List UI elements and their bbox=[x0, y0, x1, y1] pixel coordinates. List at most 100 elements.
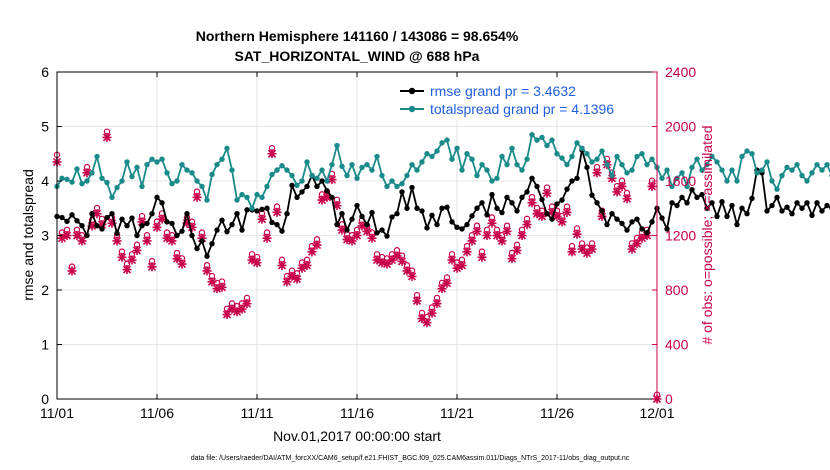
totalspread-point bbox=[504, 161, 510, 168]
rmse-point bbox=[479, 200, 485, 206]
x-tick-label: 11/16 bbox=[340, 405, 374, 421]
obs-assimilated-marker bbox=[87, 221, 97, 231]
rmse-point bbox=[549, 216, 555, 222]
rmse-point bbox=[344, 227, 350, 233]
y-tick-label-right: 1200 bbox=[665, 228, 696, 244]
obs-assimilated-glyph bbox=[562, 207, 572, 217]
rmse-point bbox=[589, 192, 595, 198]
totalspread-point bbox=[564, 161, 570, 168]
totalspread-point bbox=[119, 178, 125, 184]
rmse-point bbox=[729, 202, 735, 209]
obs-assimilated-glyph bbox=[522, 220, 532, 230]
axes: 11/01 11/06 11/11 11/16 11/21 11/26 12/0101234… bbox=[40, 64, 696, 421]
chart-subtitle: SAT_HORIZONTAL_WIND @ 688 hPa bbox=[235, 48, 480, 64]
y-tick-label-right: 0 bbox=[665, 391, 673, 407]
rmse-point bbox=[94, 222, 100, 229]
y-tick-label-left: 6 bbox=[41, 64, 49, 80]
obs-assimilated-marker bbox=[72, 231, 82, 240]
x-tick-label: 11/06 bbox=[140, 405, 174, 421]
obs-assimilated-marker bbox=[487, 218, 497, 228]
totalspread-point bbox=[369, 167, 375, 173]
rmse-point bbox=[439, 205, 445, 211]
x-tick-label: 11/26 bbox=[540, 405, 574, 421]
obs-assimilated-glyph bbox=[262, 233, 272, 243]
obs-assimilated-marker bbox=[102, 132, 112, 142]
y-tick-label-left: 4 bbox=[41, 173, 49, 189]
totalspread-point bbox=[209, 171, 215, 178]
y-tick-label-right: 2000 bbox=[665, 119, 696, 135]
obs-assimilated-glyph bbox=[627, 244, 637, 254]
rmse-point bbox=[434, 221, 440, 228]
obs-assimilated-marker bbox=[607, 173, 617, 183]
obs-assimilated-glyph bbox=[282, 277, 292, 287]
rmse-point bbox=[199, 238, 205, 244]
rmse-point bbox=[534, 183, 540, 190]
obs-assimilated-marker bbox=[57, 233, 67, 243]
totalspread-point bbox=[164, 170, 170, 176]
obs-assimilated-marker bbox=[477, 252, 487, 262]
obs-assimilated-marker bbox=[387, 255, 397, 265]
obs-assimilated-glyph bbox=[227, 304, 237, 314]
totalspread-point bbox=[204, 197, 210, 203]
totalspread-point bbox=[659, 175, 665, 181]
chart-title: Northern Hemisphere 141160 / 143086 = 98… bbox=[196, 28, 519, 44]
totalspread-point bbox=[319, 167, 325, 173]
obs-assimilated-marker bbox=[502, 226, 512, 236]
y-tick-label-right: 2400 bbox=[665, 64, 696, 80]
y-axis-label-left: rmse and totalspread bbox=[20, 169, 36, 301]
x-tick-label: 11/21 bbox=[440, 405, 474, 421]
totalspread-point bbox=[384, 183, 390, 190]
totalspread-point bbox=[619, 161, 625, 168]
obs-assimilated-marker bbox=[587, 244, 597, 254]
totalspread-point bbox=[599, 148, 605, 154]
obs-assimilated-marker bbox=[162, 233, 172, 243]
totalspread-point bbox=[819, 167, 825, 173]
rmse-point bbox=[149, 211, 155, 217]
totalspread-point bbox=[699, 167, 705, 173]
obs-assimilated-glyph bbox=[132, 245, 142, 255]
obs-assimilated-glyph bbox=[497, 236, 507, 246]
totalspread-point bbox=[739, 153, 745, 160]
totalspread-point bbox=[789, 167, 795, 173]
totalspread-point bbox=[799, 172, 805, 179]
totalspread-point bbox=[349, 161, 355, 168]
rmse-point bbox=[294, 194, 300, 201]
totalspread-point bbox=[124, 159, 130, 165]
totalspread-point bbox=[364, 161, 370, 168]
obs-assimilated-glyph bbox=[622, 194, 632, 204]
rmse-point bbox=[169, 220, 175, 227]
totalspread-point bbox=[289, 172, 295, 179]
totalspread-point bbox=[529, 131, 535, 138]
rmse-point bbox=[799, 205, 805, 211]
obs-assimilated-glyph bbox=[577, 244, 587, 254]
obs-assimilated-glyph bbox=[242, 299, 252, 309]
obs-assimilated-marker bbox=[582, 248, 592, 258]
obs-assimilated-marker bbox=[577, 244, 587, 254]
obs-assimilated-marker bbox=[562, 207, 572, 217]
obs-assimilated-glyph bbox=[332, 201, 342, 211]
totalspread-point bbox=[414, 167, 420, 173]
obs-assimilated-glyph bbox=[512, 245, 522, 255]
totalspread-point bbox=[314, 175, 320, 181]
totalspread-point bbox=[804, 178, 810, 184]
legend-rmse-label: rmse grand pr = 3.4632 bbox=[430, 83, 576, 99]
obs-assimilated-marker bbox=[567, 247, 577, 257]
rmse-point bbox=[629, 219, 635, 225]
legend: rmse grand pr = 3.4632 totalspread grand… bbox=[393, 78, 651, 120]
obs-assimilated-glyph bbox=[267, 149, 277, 159]
totalspread-point bbox=[104, 179, 110, 186]
obs-assimilated-glyph bbox=[212, 284, 222, 294]
totalspread-point bbox=[439, 140, 445, 146]
rmse-point bbox=[414, 205, 420, 211]
totalspread-point bbox=[214, 161, 220, 168]
totalspread-point bbox=[234, 197, 240, 203]
obs-assimilated-marker bbox=[612, 187, 622, 197]
totalspread-point bbox=[159, 156, 165, 162]
obs-assimilated-glyph bbox=[437, 284, 447, 294]
obs-assimilated-marker bbox=[572, 229, 582, 239]
obs-assimilated-marker bbox=[122, 265, 132, 275]
rmse-point bbox=[354, 202, 360, 209]
obs-assimilated-glyph bbox=[77, 236, 87, 246]
obs-assimilated-marker bbox=[107, 218, 117, 228]
series-layer bbox=[54, 131, 830, 259]
